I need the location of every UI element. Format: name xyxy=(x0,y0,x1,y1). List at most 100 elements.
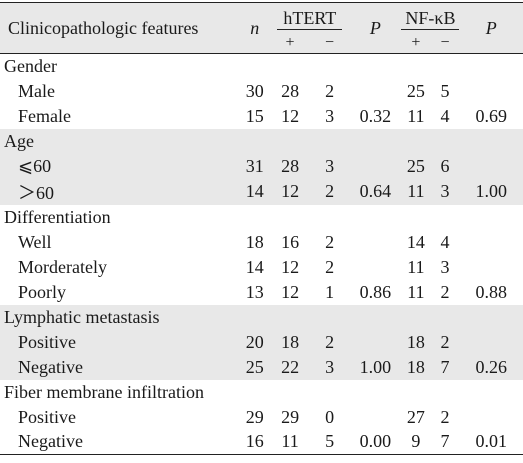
nfkb-neg-cell: 3 xyxy=(440,181,450,201)
group-title: Gender xyxy=(4,55,57,76)
group-title: Age xyxy=(4,130,34,151)
table-row: Positive 20 18 2 18 2 xyxy=(0,329,523,355)
nfkb-p-cell xyxy=(460,154,523,179)
table-row: Poorly 13 12 1 0.86 11 2 0.88 xyxy=(0,280,523,305)
htert-p-cell xyxy=(349,255,401,280)
htert-pos-cell: 12 xyxy=(281,181,300,201)
table-row: Positive 29 29 0 27 2 xyxy=(0,405,523,430)
nfkb-pos-cell: 9 xyxy=(401,429,431,455)
htert-p-cell: 0.32 xyxy=(359,105,392,126)
clinicopathologic-table: Clinicopathologic features n hTERT P NF-… xyxy=(0,2,523,455)
header-htert-label: hTERT xyxy=(277,8,343,30)
htert-pos-cell: 22 xyxy=(281,356,300,377)
htert-p-cell xyxy=(349,154,401,179)
nfkb-pos-cell: 11 xyxy=(407,105,425,126)
nfkb-p-cell: 0.88 xyxy=(475,281,508,302)
row-label: ＞60 xyxy=(18,182,54,203)
n-cell: 20 xyxy=(245,331,264,352)
htert-neg-cell: 2 xyxy=(325,231,335,252)
nfkb-neg-cell: 2 xyxy=(440,281,450,302)
htert-neg-cell: 1 xyxy=(325,281,335,302)
header-nfkb: NF-κB xyxy=(401,2,460,33)
n-cell: 14 xyxy=(245,181,264,201)
table-row: Female 15 12 3 0.32 11 4 0.69 xyxy=(0,104,523,129)
htert-neg-cell: 2 xyxy=(325,80,335,101)
header-nfkb-minus: − xyxy=(430,32,460,54)
n-cell: 31 xyxy=(245,155,264,176)
table-row: Negative 25 22 3 1.00 18 7 0.26 xyxy=(0,354,523,380)
row-label: Negative xyxy=(18,356,83,377)
nfkb-pos-cell: 18 xyxy=(406,356,425,377)
htert-p-cell: 0.00 xyxy=(349,429,402,455)
htert-pos-cell: 18 xyxy=(281,331,300,352)
htert-neg-cell: 2 xyxy=(325,181,335,201)
nfkb-neg-cell: 2 xyxy=(440,406,450,427)
n-cell: 18 xyxy=(245,231,264,252)
htert-neg-cell: 5 xyxy=(309,429,350,455)
table-row: Well 18 16 2 14 4 xyxy=(0,230,523,255)
nfkb-pos-cell: 11 xyxy=(407,281,425,302)
group-title: Differentiation xyxy=(4,206,111,227)
nfkb-neg-cell: 2 xyxy=(440,331,450,352)
row-label: ⩽60 xyxy=(18,155,52,176)
nfkb-p-cell: 0.01 xyxy=(459,429,523,455)
htert-p-cell xyxy=(349,79,401,104)
htert-p-cell: 0.86 xyxy=(359,281,392,302)
htert-neg-cell: 3 xyxy=(325,155,335,176)
nfkb-pos-cell: 25 xyxy=(406,155,425,176)
table-header: Clinicopathologic features n hTERT P NF-… xyxy=(0,2,523,54)
header-htert: hTERT xyxy=(270,2,350,33)
group-header-row: Fiber membrane infiltration xyxy=(0,380,523,405)
header-features: Clinicopathologic features xyxy=(0,2,240,54)
htert-pos-cell: 28 xyxy=(281,155,300,176)
table-row: ＞60 14 12 2 0.64 11 3 1.00 xyxy=(0,178,523,205)
htert-pos-cell: 11 xyxy=(270,429,310,455)
n-cell: 29 xyxy=(245,406,264,427)
htert-pos-cell: 16 xyxy=(281,231,300,252)
nfkb-p-cell xyxy=(460,405,523,430)
nfkb-neg-cell: 4 xyxy=(440,105,450,126)
n-cell: 15 xyxy=(245,105,264,126)
htert-p-cell xyxy=(349,405,401,430)
table-row: Morderately 14 12 2 11 3 xyxy=(0,255,523,280)
group-header-row: Lymphatic metastasis xyxy=(0,304,523,330)
group-title: Lymphatic metastasis xyxy=(4,306,160,327)
htert-neg-cell: 0 xyxy=(325,406,335,427)
header-nfkb-label: NF-κB xyxy=(401,8,460,30)
header-htert-plus: + xyxy=(270,32,310,54)
row-label: Poorly xyxy=(18,281,67,302)
htert-pos-cell: 12 xyxy=(281,256,300,277)
row-label: Morderately xyxy=(18,256,107,277)
header-htert-minus: − xyxy=(309,32,350,54)
row-label: Well xyxy=(18,231,52,252)
nfkb-pos-cell: 18 xyxy=(406,331,425,352)
htert-p-cell: 1.00 xyxy=(359,356,392,377)
header-nfkb-plus: + xyxy=(401,32,431,54)
row-label: Negative xyxy=(0,429,240,455)
htert-neg-cell: 3 xyxy=(325,356,335,377)
group-header-row: Differentiation xyxy=(0,205,523,230)
nfkb-pos-cell: 14 xyxy=(406,231,425,252)
row-label: Male xyxy=(18,80,55,101)
group-header-row: Gender xyxy=(0,54,523,79)
nfkb-p-cell: 0.26 xyxy=(475,356,508,377)
htert-p-cell: 0.64 xyxy=(359,181,392,201)
nfkb-p-cell: 1.00 xyxy=(475,181,508,201)
htert-pos-cell: 28 xyxy=(281,80,300,101)
header-htert-p: P xyxy=(349,2,402,54)
htert-p-cell xyxy=(349,330,401,355)
htert-neg-cell: 2 xyxy=(325,331,335,352)
nfkb-p-cell xyxy=(460,79,523,104)
row-label: Positive xyxy=(18,406,77,427)
group-title: Fiber membrane infiltration xyxy=(4,381,204,402)
n-cell: 25 xyxy=(245,356,264,377)
table-body: Gender Male 30 28 2 25 5 Female 15 12 3 0.32 11 4 0.69… xyxy=(0,54,523,455)
nfkb-p-cell xyxy=(460,255,523,280)
table-row: Male 30 28 2 25 5 xyxy=(0,79,523,104)
nfkb-pos-cell: 25 xyxy=(406,80,425,101)
nfkb-neg-cell: 3 xyxy=(440,256,450,277)
row-label: Female xyxy=(18,105,71,126)
nfkb-neg-cell: 7 xyxy=(440,356,450,377)
n-cell: 30 xyxy=(245,80,264,101)
htert-neg-cell: 3 xyxy=(325,105,335,126)
